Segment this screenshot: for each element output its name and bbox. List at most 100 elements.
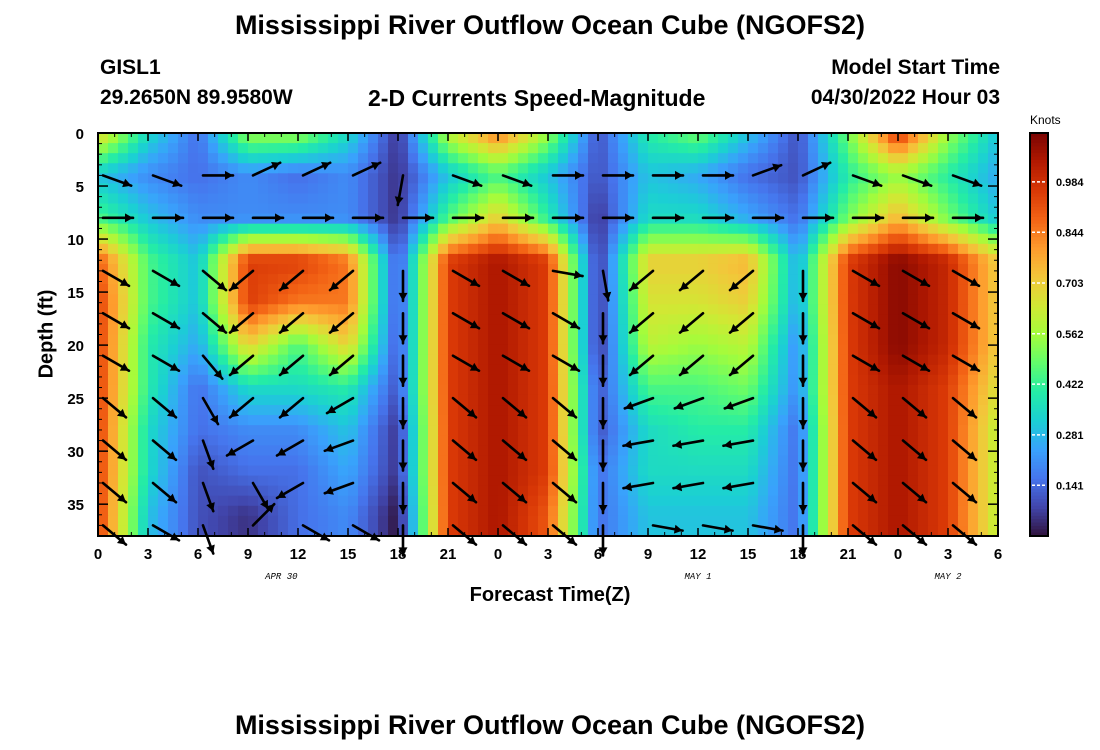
heatmap-cell xyxy=(658,374,669,386)
heatmap-cell xyxy=(658,465,669,477)
heatmap-cell xyxy=(758,233,769,245)
heatmap-cell xyxy=(358,314,369,326)
heatmap-cell xyxy=(218,253,229,265)
heatmap-cell xyxy=(388,445,399,456)
heatmap-cell xyxy=(678,133,689,144)
heatmap-cell xyxy=(648,374,659,386)
heatmap-cell xyxy=(958,384,969,396)
heatmap-cell xyxy=(588,233,599,245)
heatmap-cell xyxy=(698,445,709,456)
colorbar-segment xyxy=(1030,465,1048,470)
heatmap-cell xyxy=(238,435,249,446)
heatmap-cell xyxy=(448,314,459,326)
heatmap-cell xyxy=(528,495,539,507)
heatmap-cell xyxy=(948,133,959,144)
heatmap-cell xyxy=(818,334,829,346)
heatmap-cell xyxy=(118,304,129,315)
heatmap-cell xyxy=(558,465,569,477)
heatmap-cell xyxy=(438,163,449,174)
heatmap-cell xyxy=(308,274,319,285)
heatmap-cell xyxy=(608,435,619,446)
heatmap-cell xyxy=(748,505,759,517)
heatmap-cell xyxy=(348,344,359,356)
heatmap-cell xyxy=(708,394,719,406)
current-vector xyxy=(598,396,608,430)
heatmap-cell xyxy=(788,364,799,376)
heatmap-cell xyxy=(108,364,119,376)
heatmap-cell xyxy=(588,455,599,467)
heatmap-cell xyxy=(368,384,379,396)
heatmap-cell xyxy=(368,153,379,164)
heatmap-cell xyxy=(198,405,209,416)
heatmap-cell xyxy=(588,284,599,295)
heatmap-cell xyxy=(378,445,389,456)
heatmap-cell xyxy=(778,153,789,164)
heatmap-cell xyxy=(648,294,659,305)
x-tick-label: 15 xyxy=(740,546,757,563)
heatmap-cell xyxy=(868,374,879,386)
heatmap-cell xyxy=(928,354,939,366)
heatmap-cell xyxy=(248,505,259,517)
heatmap-cell xyxy=(498,354,509,366)
heatmap-cell xyxy=(248,223,259,235)
colorbar-segment xyxy=(1030,337,1048,342)
heatmap-cell xyxy=(228,203,239,215)
heatmap-cell xyxy=(748,173,759,184)
heatmap-cell xyxy=(858,153,869,164)
heatmap-cell xyxy=(228,475,239,487)
colorbar-segment xyxy=(1030,307,1048,312)
heatmap-cell xyxy=(828,133,839,144)
heatmap-cell xyxy=(778,505,789,517)
heatmap-cell xyxy=(748,324,759,336)
heatmap-cell xyxy=(708,193,719,205)
heatmap-cell xyxy=(338,515,349,527)
heatmap-cell xyxy=(508,475,519,487)
heatmap-cell xyxy=(868,223,879,235)
heatmap-cell xyxy=(858,143,869,154)
current-vector xyxy=(551,354,581,373)
heatmap-cell xyxy=(628,193,639,205)
heatmap-cell xyxy=(388,183,399,195)
heatmap-cell xyxy=(238,233,249,245)
heatmap-cell xyxy=(948,334,959,346)
colorbar-segment xyxy=(1030,502,1048,507)
heatmap-cell xyxy=(868,253,879,265)
heatmap-cell xyxy=(338,284,349,295)
heatmap-cell xyxy=(758,133,769,144)
heatmap-cell xyxy=(98,354,109,366)
heatmap-cell xyxy=(298,243,309,255)
heatmap-cell xyxy=(138,193,149,205)
heatmap-cell xyxy=(658,163,669,174)
heatmap-cell xyxy=(298,394,309,406)
heatmap-cell xyxy=(948,374,959,386)
heatmap-cell xyxy=(748,193,759,205)
current-vector xyxy=(751,213,785,223)
heatmap-cell xyxy=(738,465,749,477)
heatmap-cell xyxy=(948,415,959,426)
heatmap-cell xyxy=(648,304,659,315)
heatmap-cell xyxy=(988,354,999,366)
heatmap-cell xyxy=(948,263,959,275)
heatmap-cell xyxy=(688,324,699,336)
heatmap-cell xyxy=(748,153,759,164)
heatmap-cell xyxy=(648,495,659,507)
heatmap-cell xyxy=(978,274,989,285)
heatmap-cell xyxy=(118,374,129,386)
heatmap-cell xyxy=(448,253,459,265)
heatmap-cell xyxy=(478,334,489,346)
heatmap-cell xyxy=(418,354,429,366)
heatmap-cell xyxy=(378,183,389,195)
heatmap-cell xyxy=(888,485,899,497)
heatmap-cell xyxy=(758,253,769,265)
heatmap-cell xyxy=(368,324,379,336)
heatmap-cell xyxy=(968,243,979,255)
heatmap-cell xyxy=(818,415,829,426)
heatmap-cell xyxy=(568,284,579,295)
heatmap-cell xyxy=(768,435,779,446)
heatmap-cell xyxy=(208,133,219,144)
heatmap-cell xyxy=(108,233,119,245)
heatmap-cell xyxy=(418,143,429,154)
heatmap-cell xyxy=(878,515,889,527)
heatmap-cell xyxy=(148,344,159,356)
heatmap-cell xyxy=(138,374,149,386)
